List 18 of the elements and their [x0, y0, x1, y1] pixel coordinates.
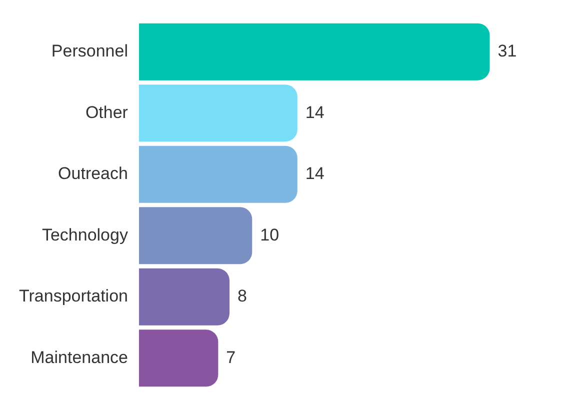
- bar: [138, 84, 298, 142]
- y-tick-label: Maintenance: [30, 348, 128, 367]
- data-label: 14: [305, 102, 324, 122]
- data-label: 14: [305, 164, 324, 184]
- y-tick-label: Personnel: [51, 42, 128, 61]
- bar: [138, 268, 230, 326]
- y-tick-label: Technology: [42, 225, 128, 244]
- y-tick-label: Other: [85, 102, 128, 122]
- bar: [138, 207, 252, 264]
- bar: [138, 23, 490, 80]
- bar: [138, 146, 298, 203]
- data-label: 8: [238, 286, 247, 306]
- bar: [138, 330, 218, 387]
- y-tick-label: Outreach: [58, 164, 128, 184]
- y-tick-label: Transportation: [18, 286, 128, 306]
- data-label: 7: [226, 348, 236, 367]
- data-label: 31: [498, 42, 517, 61]
- data-label: 10: [260, 225, 280, 244]
